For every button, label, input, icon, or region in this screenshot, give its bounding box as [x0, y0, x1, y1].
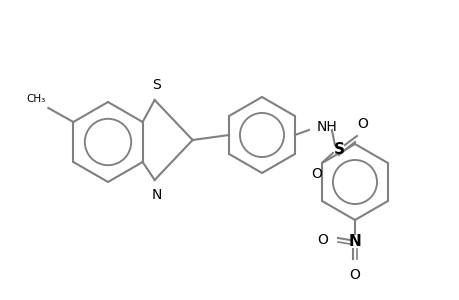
Text: N: N — [151, 188, 162, 202]
Text: O: O — [357, 117, 368, 131]
Text: O: O — [316, 233, 327, 247]
Text: NH: NH — [316, 120, 337, 134]
Text: O: O — [311, 167, 322, 181]
Text: S: S — [152, 78, 161, 92]
Text: N: N — [348, 235, 361, 250]
Text: CH₃: CH₃ — [26, 94, 45, 104]
Text: S: S — [333, 142, 344, 157]
Text: O: O — [349, 268, 360, 282]
